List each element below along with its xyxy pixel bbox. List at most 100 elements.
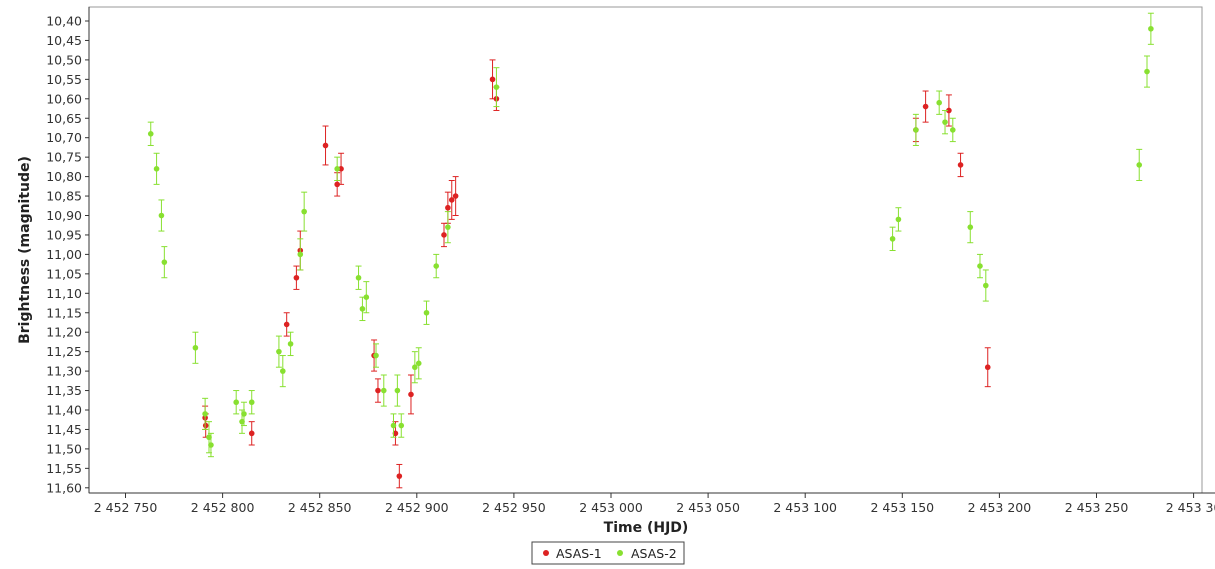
y-tick-label: 11,60 [46,480,82,495]
data-point [239,418,245,425]
x-tick-label: 2 452 950 [482,500,546,515]
x-tick-label: 2 452 850 [288,500,352,515]
data-point [922,103,929,110]
data-point [202,422,209,429]
data-point [942,119,948,125]
data-point [153,166,160,172]
y-tick-label: 11,20 [46,325,82,340]
data-point [301,208,307,215]
data-point [280,368,286,374]
data-point [283,321,290,328]
y-tick-label: 11,45 [46,422,82,437]
data-point [398,422,405,429]
data-point [895,216,902,223]
data-point [334,181,340,188]
data-point [1148,25,1154,32]
y-tick-label: 11,25 [46,344,82,359]
legend: ASAS-1 ASAS-2 [531,541,685,565]
y-tick-label: 11,50 [46,441,82,456]
data-point [448,197,455,203]
y-tick-label: 10,80 [46,169,82,184]
data-point [297,251,304,258]
data-point [241,411,247,417]
data-point [248,399,255,406]
x-tick-label: 2 453 150 [870,500,934,515]
data-point [248,430,255,437]
series-asas-2 [147,12,1154,458]
data-point [293,274,300,281]
data-point [977,263,983,269]
y-tick-label: 10,70 [46,130,82,145]
data-point [949,127,956,133]
y-axis-title: Brightness (magnitude) [17,156,33,344]
data-point [415,360,422,367]
data-point [984,364,991,371]
data-point [390,422,397,429]
x-tick-label: 2 453 050 [676,500,740,515]
data-point [946,107,952,114]
data-point [889,236,896,242]
y-tick-label: 10,40 [46,14,82,29]
data-point [967,224,974,230]
y-tick-label: 10,65 [46,111,82,126]
legend-frame [531,541,685,565]
x-axis-ticks: 2 452 750 2 452 800 2 452 850 2 452 900 2 45… [94,493,1215,515]
y-tick-label: 10,55 [46,72,82,87]
data-point [355,274,362,281]
data-point [334,166,340,172]
data-point [161,259,168,265]
data-series-layer [147,12,1154,489]
y-tick-label: 11,05 [46,266,82,281]
x-tick-label: 2 452 900 [385,500,449,515]
data-point [392,430,399,437]
data-point [276,348,282,355]
x-tick-label: 2 453 30 [1166,500,1215,515]
data-point [380,387,387,394]
data-point [394,387,401,394]
data-point [158,212,165,219]
data-point [233,399,239,406]
data-point [433,263,440,269]
data-point [983,282,989,289]
x-tick-label: 2 453 200 [968,500,1032,515]
data-point [1136,162,1143,168]
data-point [202,411,208,417]
data-point [338,166,344,172]
legend-marker-asas-1 [543,550,549,556]
y-tick-label: 10,45 [46,33,82,48]
y-axis-ticks: 10,40 10,45 10,50 10,55 10,60 10,65 10,70 10,75… [46,14,89,495]
data-point [441,232,447,238]
data-point [913,127,919,133]
y-tick-label: 10,85 [46,189,82,204]
data-point [322,142,329,149]
y-tick-label: 10,50 [46,52,82,67]
y-tick-label: 11,15 [46,305,82,320]
y-tick-label: 11,35 [46,383,82,398]
y-tick-label: 11,40 [46,403,82,418]
data-point [493,84,500,90]
data-point [373,352,379,359]
data-point [396,473,403,479]
x-tick-label: 2 452 800 [191,500,255,515]
data-point [375,387,381,394]
data-point [445,204,451,211]
data-point [489,76,496,83]
data-point [412,364,418,371]
data-point [452,193,459,199]
y-tick-label: 10,75 [46,150,82,165]
data-point [445,224,451,230]
data-point [206,434,212,441]
data-point [147,131,154,137]
x-tick-label: 2 452 750 [94,500,158,515]
data-point [936,99,942,106]
data-point [287,341,294,347]
data-point [957,162,964,168]
data-point [192,344,199,351]
y-tick-label: 10,90 [46,208,82,223]
y-tick-label: 10,95 [46,227,82,242]
y-tick-label: 11,10 [46,286,82,301]
data-point [208,442,214,448]
